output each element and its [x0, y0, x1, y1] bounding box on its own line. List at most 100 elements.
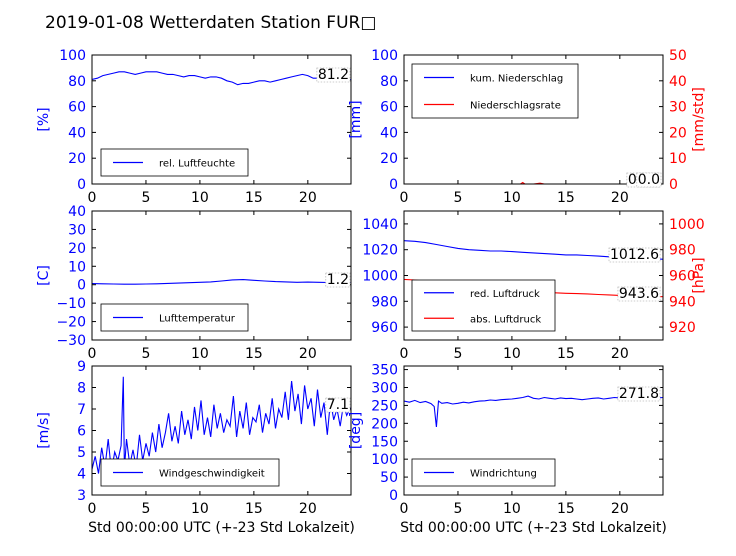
panel-wind-speed: 0 5 10 15 20 3 4 5 6 7 8 9 [m/s] Std 00:00:00 UTC (+-…	[36, 359, 355, 536]
y2-axis-label: [mm/std]	[691, 87, 707, 152]
value-readout-box	[325, 397, 351, 413]
x-tick-label: 10	[503, 190, 521, 206]
y-tick-label: 0	[389, 488, 398, 504]
y-tick-label: −20	[56, 315, 86, 331]
y-tick-label: 1000	[362, 269, 398, 285]
y-tick-label: 50	[380, 470, 398, 486]
y2-tick-label: 10	[669, 151, 687, 167]
y-tick-label: 10	[68, 259, 86, 275]
y-axis-label: [m/s]	[36, 412, 52, 449]
y-tick-label: −30	[56, 333, 86, 349]
y-tick-label: 150	[371, 434, 398, 450]
legend: Windgeschwindigkeit	[100, 458, 280, 487]
y2-tick-label: 40	[669, 74, 687, 90]
value-readout-box	[617, 386, 661, 402]
legend: Lufttemperatur	[100, 303, 249, 332]
legend: rel. Luftfeuchte	[100, 148, 249, 177]
plot-frame	[91, 54, 352, 185]
y2-axis-label: [hPa]	[691, 257, 707, 293]
legend-box	[411, 279, 556, 332]
series-line-windgeschwindigkeit	[92, 376, 351, 474]
value-readout-box	[636, 172, 662, 188]
y-tick-label: 40	[380, 125, 398, 141]
y-tick-label: 1020	[362, 243, 398, 259]
x-tick-label: 0	[400, 501, 409, 517]
legend-label: Windrichtung	[470, 469, 537, 480]
legend: Windrichtung	[411, 458, 556, 487]
y2-tick-label: 920	[669, 320, 696, 336]
panel-precipitation: 0 5 10 15 20 0 20 40 60 80 100 0 10 20 30 40 50 [mm] [mm/s…	[348, 48, 707, 206]
y-tick-label: 0	[77, 278, 86, 294]
x-tick-label: 15	[245, 190, 263, 206]
x-tick-label: 5	[453, 501, 462, 517]
y-tick-label: 250	[371, 398, 398, 414]
x-tick-label: 5	[141, 501, 150, 517]
x-tick-label: 0	[400, 190, 409, 206]
legend: kum. Niederschlag Niederschlagsrate	[411, 63, 579, 119]
y-tick-label: 980	[371, 294, 398, 310]
value-readout: 1.2	[327, 272, 349, 288]
x-tick-label: 0	[88, 501, 97, 517]
y-tick-label: 960	[371, 320, 398, 336]
x-tick-label: 5	[453, 190, 462, 206]
x-tick-label: 10	[191, 501, 209, 517]
y-tick-label: 20	[68, 241, 86, 257]
y-axis-label: [deg]	[348, 412, 364, 449]
value-readout-box	[316, 67, 351, 83]
x-tick-label: 20	[611, 190, 629, 206]
y-tick-label: 100	[371, 48, 398, 64]
x-tick-label: 0	[400, 346, 409, 362]
y-tick-label: 6	[77, 424, 86, 440]
x-tick-label: 5	[141, 190, 150, 206]
y2-tick-label: 1000	[669, 217, 705, 233]
legend-label: Lufttemperatur	[159, 314, 236, 325]
y-tick-label: 7	[77, 402, 86, 418]
y-axis-label: [C]	[36, 265, 52, 286]
y2-tick-label: 0	[669, 177, 678, 193]
x-tick-label: 0	[88, 346, 97, 362]
y-tick-label: 4	[77, 467, 86, 483]
x-tick-label: 20	[611, 501, 629, 517]
legend-label: Niederschlagsrate	[470, 101, 561, 112]
y-tick-label: 350	[371, 363, 398, 379]
y2-tick-label: 30	[669, 100, 687, 116]
y2-tick-label: 960	[669, 269, 696, 285]
y-tick-label: 0	[77, 177, 86, 193]
series-line-rel-luftfeuchte	[92, 71, 351, 86]
page-title: 2019-01-08 Wetterdaten Station FUR□	[45, 13, 376, 33]
value-readout: 81.2	[318, 67, 349, 83]
x-tick-label: 10	[191, 190, 209, 206]
plot-frame	[403, 365, 664, 496]
value-readout-box	[617, 286, 661, 302]
y-tick-label: 9	[77, 359, 86, 375]
y-tick-label: −10	[56, 296, 86, 312]
x-tick-label: 20	[611, 346, 629, 362]
legend-label: red. Luftdruck	[470, 289, 540, 300]
x-tick-label: 10	[503, 346, 521, 362]
y-tick-label: 80	[68, 74, 86, 90]
legend: red. Luftdruck abs. Luftdruck	[411, 279, 556, 332]
legend-label: rel. Luftfeuchte	[159, 159, 235, 170]
y-tick-label: 80	[380, 74, 398, 90]
y-tick-label: 200	[371, 416, 398, 432]
y-tick-label: 60	[68, 100, 86, 116]
y-tick-label: 100	[371, 452, 398, 468]
x-tick-label: 20	[299, 190, 317, 206]
value-readout: 943.6	[619, 286, 659, 302]
x-tick-label: 5	[141, 346, 150, 362]
y2-tick-label: 20	[669, 125, 687, 141]
value-readout-box	[325, 272, 351, 288]
x-tick-label: 5	[453, 346, 462, 362]
value-readout-box	[608, 247, 661, 263]
x-tick-label: 20	[299, 346, 317, 362]
y-tick-label: 20	[380, 151, 398, 167]
y-tick-label: 1040	[362, 217, 398, 233]
y-tick-label: 40	[68, 125, 86, 141]
x-tick-label: 20	[299, 501, 317, 517]
x-tick-label: 0	[88, 190, 97, 206]
y-tick-label: 8	[77, 381, 86, 397]
x-axis-label: Std 00:00:00 UTC (+-23 Std Lokalzeit)	[400, 520, 667, 536]
x-axis-label: Std 00:00:00 UTC (+-23 Std Lokalzeit)	[88, 520, 355, 536]
